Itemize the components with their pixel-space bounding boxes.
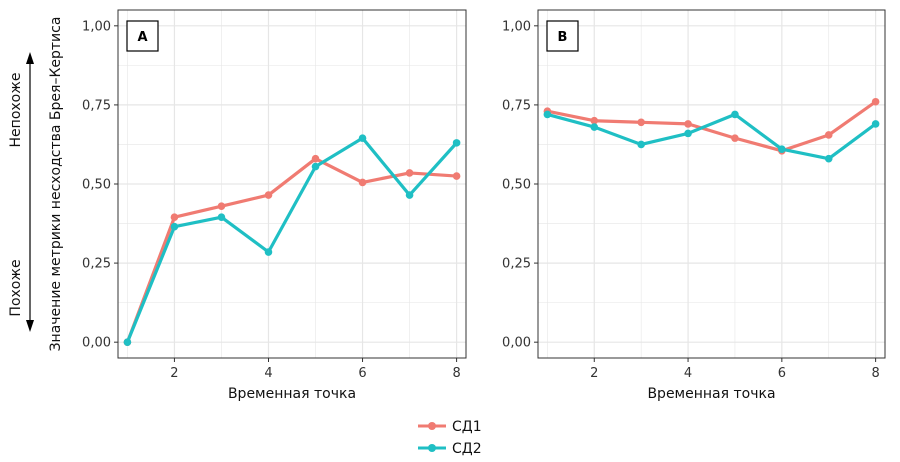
data-point <box>824 131 833 139</box>
panel-b: 2 4 6 8 0,00 0,25 0,50 0,75 1,00 Временная точка B <box>502 9 886 402</box>
legend-marker <box>428 422 436 430</box>
x-tick-label: 6 <box>358 366 366 381</box>
y-tick-label: 0,25 <box>502 257 531 272</box>
x-tick-label: 4 <box>684 366 692 381</box>
legend-label: СД2 <box>452 441 482 457</box>
y-tick-label: 0,50 <box>82 178 111 193</box>
x-tick-label: 2 <box>590 366 598 381</box>
x-tick-label: 4 <box>264 366 272 381</box>
data-point <box>311 162 320 171</box>
data-point <box>778 145 786 153</box>
data-point <box>452 139 461 147</box>
data-point <box>871 97 880 106</box>
x-tick-label: 6 <box>778 366 786 381</box>
data-point <box>217 213 226 222</box>
series-line <box>545 112 878 161</box>
data-point <box>871 120 880 128</box>
y-tick-label: 0,00 <box>502 336 531 351</box>
series-2 <box>543 110 880 163</box>
data-point <box>731 134 739 142</box>
similarity-annotation: Непохоже Похоже <box>8 52 34 332</box>
data-point <box>170 213 179 222</box>
data-point <box>590 123 599 131</box>
data-point <box>264 191 273 199</box>
annotation-arrow-up <box>26 52 34 64</box>
data-point <box>358 178 367 187</box>
data-point <box>637 118 645 127</box>
data-point <box>590 116 599 125</box>
legend-marker <box>428 444 436 452</box>
series-line <box>125 157 459 344</box>
panel-a: 2 4 6 8 0,00 0,25 0,50 0,75 1,00 Временная точка З… <box>48 9 467 402</box>
panel-tag-label: A <box>137 30 147 45</box>
data-point <box>405 169 414 177</box>
y-tick-label: 1,00 <box>82 19 111 34</box>
data-point <box>170 222 179 231</box>
data-point <box>684 129 692 138</box>
y-axis-title: Значение метрики несходства Брея–Кертиса <box>48 17 64 352</box>
x-tick-label: 8 <box>871 366 879 381</box>
x-tick-label: 2 <box>170 366 178 381</box>
x-tick-label: 8 <box>452 366 460 381</box>
y-tick-label: 0,75 <box>502 98 531 113</box>
y-tick-label: 0,50 <box>502 178 531 193</box>
data-point <box>311 154 320 163</box>
panel-tag-label: B <box>558 30 568 45</box>
y-tick-label: 1,00 <box>502 19 531 34</box>
y-tick-label: 0,25 <box>82 257 111 272</box>
data-point <box>264 248 273 256</box>
panel-tag-box <box>546 20 579 52</box>
y-tick-label: 0,75 <box>82 98 111 113</box>
data-point <box>217 202 226 210</box>
y-tick-label: 0,00 <box>82 336 111 351</box>
series-1 <box>543 97 880 155</box>
data-point <box>358 134 367 142</box>
series-2 <box>123 134 461 346</box>
series-line <box>125 136 459 344</box>
series-line <box>545 100 878 153</box>
x-axis-title: Временная точка <box>647 386 775 402</box>
data-point <box>684 120 692 128</box>
label-similar: Похоже <box>8 259 24 316</box>
data-point <box>637 140 645 149</box>
data-point <box>452 172 461 180</box>
data-point <box>405 191 414 199</box>
label-dissimilar: Непохоже <box>8 73 24 148</box>
panel-tag-box <box>126 20 159 52</box>
data-point <box>123 338 132 346</box>
data-point <box>731 110 739 119</box>
data-point <box>824 154 833 163</box>
data-point <box>543 110 552 119</box>
x-axis-title: Временная точка <box>228 386 356 402</box>
annotation-arrow-down <box>26 320 34 332</box>
legend-label: СД1 <box>452 419 482 435</box>
